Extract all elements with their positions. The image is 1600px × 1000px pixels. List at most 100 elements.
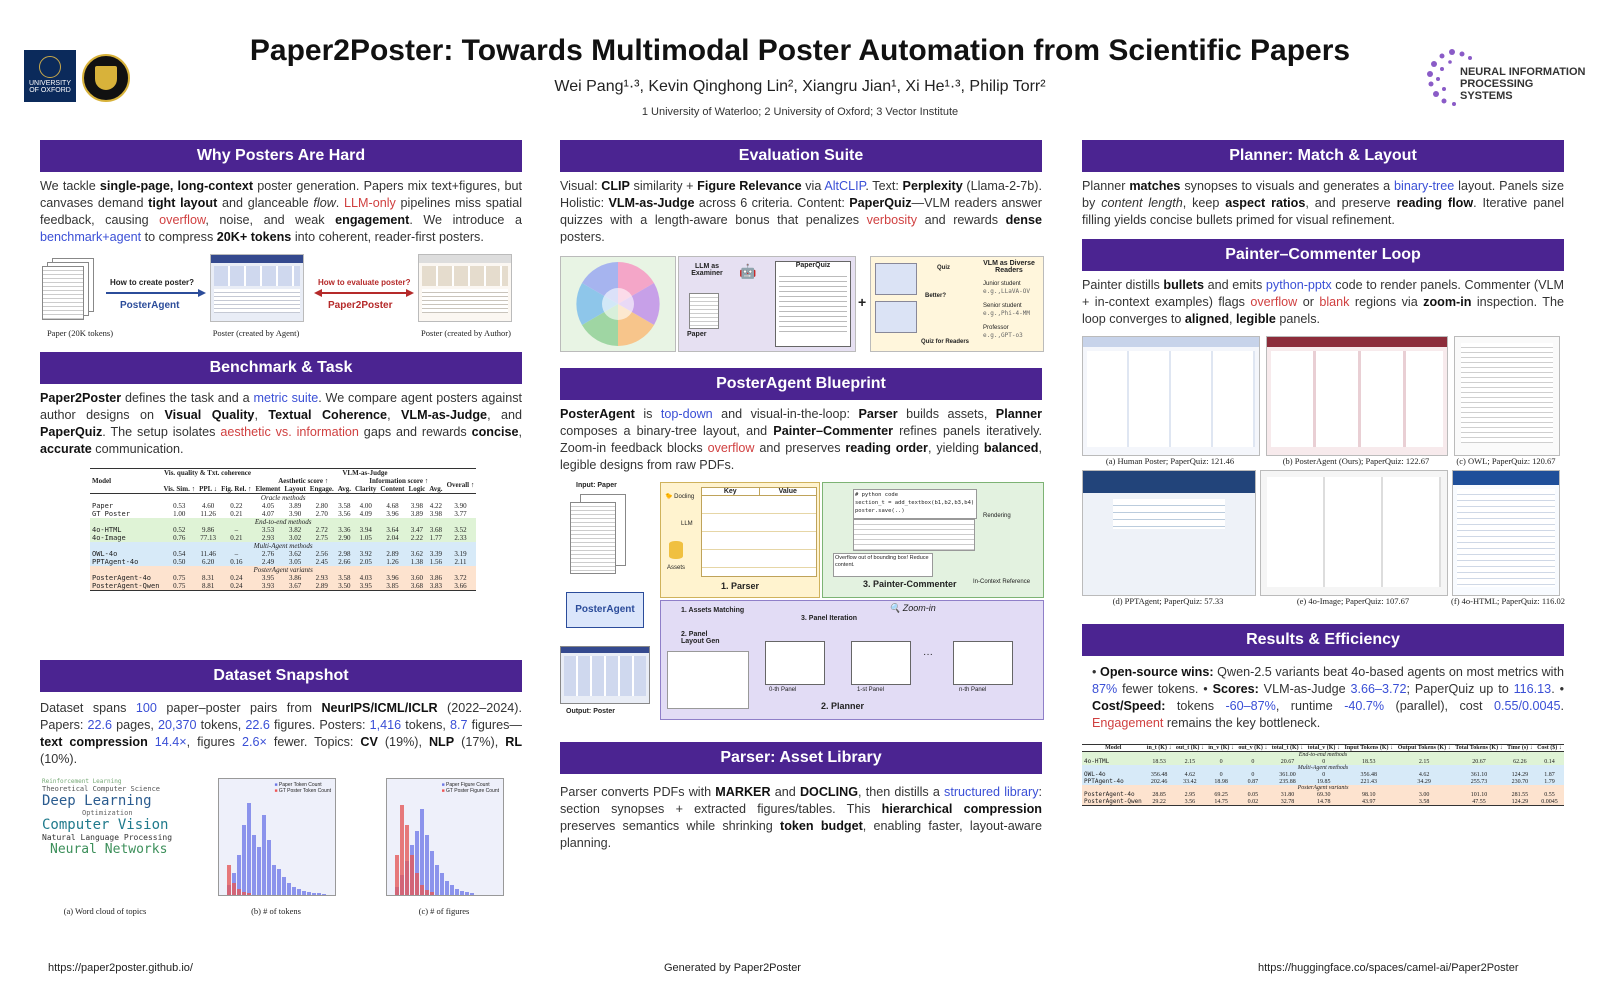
table-cell: 2.75 [315, 534, 328, 542]
table-cell: 0.0045 [1541, 798, 1558, 805]
table-row: PosterAgent-Qwen 29.22 3.56 14.75 0.02 32.78 1… [1082, 798, 1564, 806]
table-cell: 2.70 [315, 510, 328, 518]
table-row: Paper 0.53 4.60 0.22 4.05 3.89 2.80 3.58 4.00 4.6… [90, 502, 477, 510]
section-title-parser: Parser: Asset Library [560, 742, 1042, 774]
table-cell: 20.67 [1472, 758, 1486, 765]
bench-head-vlm: VLM-as-Judge [342, 469, 388, 477]
table-cell: 3.56 [1184, 798, 1196, 805]
code-snippet: # python code section_t = add_textbox(b1… [853, 489, 977, 519]
table-cell: 2.22 [410, 534, 424, 542]
eff-table-wrap: Model in_t (K) ↓ out_t (K) ↓ in_v (K) ↓ out_… [1082, 744, 1564, 806]
table-cell: 221.43 [1360, 778, 1378, 785]
4o-image-poster-thumbnail [1260, 470, 1448, 596]
histogram-bar [242, 825, 246, 895]
table-row: 4o-HTML 18.53 2.15 0 0 20.67 0 18.53 2.15 20.67 62… [1082, 758, 1564, 765]
table-cell: 33.42 [1183, 778, 1197, 785]
footer-hf-link[interactable]: https://huggingface.co/spaces/camel-ai/P… [1258, 962, 1519, 974]
table-cell: 2.98 [338, 550, 351, 558]
table-cell: 0.05 [1247, 791, 1259, 798]
table-group-label: PosterAgent variants [253, 566, 313, 574]
table-row: PosterAgent-4o 0.75 8.31 0.24 3.95 3.86 2.93 3.… [90, 574, 477, 582]
table-cell: 4.62 [1184, 771, 1196, 778]
table-cell: 0.76 [173, 534, 186, 542]
table-cell: 11.46 [200, 550, 216, 558]
table-cell: 3.62 [288, 550, 302, 558]
table-cell: 2.89 [386, 550, 399, 558]
table-cell: 62.26 [1513, 758, 1527, 765]
bench-head-aesthetic: Aesthetic score ↑ [278, 477, 329, 485]
table-cell: 4.07 [261, 510, 275, 518]
table-cell: 43.97 [1362, 798, 1376, 805]
double-arrow-icon [314, 289, 414, 297]
table-cell: 3.58 [338, 502, 351, 510]
table-cell: 0.21 [230, 510, 243, 518]
model-name-cell: PPTAgent-4o [1084, 778, 1124, 785]
table-cell: 2.04 [386, 534, 399, 542]
pptagent-poster-thumbnail [1082, 470, 1256, 596]
poster-affiliations: 1 University of Waterloo; 2 University o… [641, 106, 959, 118]
histogram-bar [297, 889, 301, 895]
poster-gallery: (a) Human Poster; PaperQuiz: 121.46 (b) … [1082, 336, 1565, 610]
eval-figure: LLM as Examiner 🤖 Paper PaperQuiz + Quiz… [560, 256, 1044, 352]
eff-header-cell: in_t (K) ↓ [1146, 745, 1172, 751]
footer-project-link[interactable]: https://paper2poster.github.io/ [48, 962, 193, 974]
table-cell: 3.85 [386, 582, 399, 590]
section-title-painter: Painter–Commenter Loop [1082, 239, 1564, 271]
table-cell: 356.48 [1360, 771, 1378, 778]
table-cell: 31.80 [1280, 791, 1295, 798]
table-cell: 0.54 [173, 550, 186, 558]
table-cell: 3.90 [454, 502, 467, 510]
table-cell: 18.98 [1214, 778, 1228, 785]
bench-subheader: Avg. [429, 485, 443, 493]
bench-subheader: Engage. [309, 485, 334, 493]
model-name-cell: OWL-4o [1084, 771, 1106, 778]
column-middle: Evaluation Suite Visual: CLIP similarity… [560, 140, 1044, 850]
bench-subheader: Clarity [355, 485, 377, 493]
table-cell: 1.87 [1544, 771, 1555, 778]
histogram-bar [307, 892, 311, 895]
table-cell: 19.85 [1316, 778, 1331, 785]
eff-header-cell: Model [1105, 745, 1122, 751]
asset-table: Key Value [701, 487, 817, 577]
histogram-bar [410, 855, 414, 895]
model-name-cell: 4o-HTML [92, 526, 122, 534]
table-group-row: Multi-Agent methods [1082, 765, 1564, 771]
efficiency-table: Model in_t (K) ↓ out_t (K) ↓ in_v (K) ↓ out_… [1082, 744, 1564, 806]
table-cell: 3.52 [454, 526, 467, 534]
table-cell: 101.10 [1470, 791, 1488, 798]
table-cell: 2.95 [1184, 791, 1196, 798]
histogram-bar [470, 893, 474, 895]
table-cell: 3.98 [410, 502, 424, 510]
table-cell: 28.85 [1152, 791, 1166, 798]
model-name-cell: OWL-4o [92, 550, 118, 558]
criteria-wheel-panel [560, 256, 676, 352]
table-cell: 361.10 [1470, 771, 1488, 778]
posteragent-label: PosterAgent [120, 300, 180, 311]
histogram-bar [247, 803, 251, 895]
table-cell: 34.29 [1417, 778, 1431, 785]
table-cell: 3.86 [429, 574, 443, 582]
evaluate-question: How to evaluate poster? [318, 278, 411, 287]
table-cell: 6.20 [202, 558, 215, 566]
posteragent-poster-thumbnail [1266, 336, 1448, 456]
table-row: PosterAgent-4o 28.85 2.95 69.25 0.05 31.80 69.… [1082, 791, 1564, 798]
table-cell: 4.00 [359, 502, 372, 510]
histogram-bar [465, 892, 469, 895]
table-cell: 0 [1219, 771, 1223, 778]
blueprint-text: PosterAgent is top-down and visual-in-th… [560, 407, 1042, 472]
histogram-bar [420, 885, 424, 895]
4o-html-poster-thumbnail [1452, 470, 1560, 596]
histogram-bar [440, 873, 444, 895]
table-cell: 3.60 [410, 574, 424, 582]
table-cell: 2.15 [1418, 758, 1430, 765]
bench-subheader: Layout [284, 485, 306, 493]
table-cell: 3.58 [1418, 798, 1430, 805]
bench-head-vis: Vis. quality & Txt. coherence [163, 469, 251, 477]
histogram-bar [272, 865, 276, 895]
eff-header-cell: Output Tokens (K) ↓ [1397, 745, 1451, 751]
paperquiz-card: PaperQuiz [775, 261, 851, 347]
table-cell: 0.75 [173, 574, 186, 582]
table-cell: 2.11 [454, 558, 467, 566]
table-group-row: End-to-end methods [90, 518, 477, 526]
table-cell: 3.05 [288, 558, 302, 566]
